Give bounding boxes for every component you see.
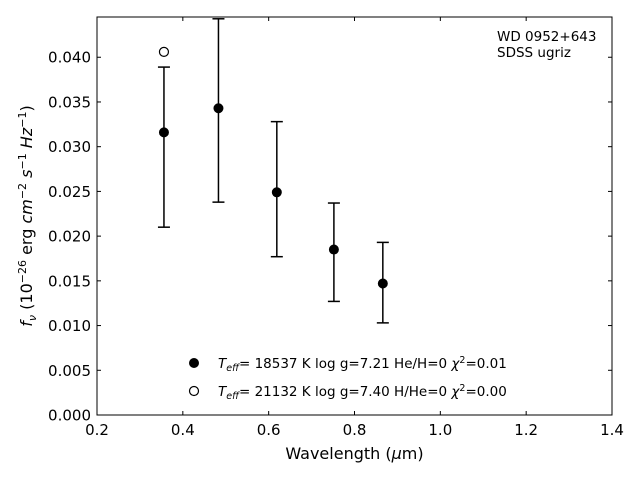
annotation-object-name: WD 0952+643	[497, 29, 596, 45]
data-points	[158, 46, 388, 289]
data-point-observed	[328, 244, 339, 255]
x-tick-label: 1.0	[428, 421, 452, 439]
annotation-survey: SDSS ugriz	[497, 45, 571, 61]
data-point-observed	[271, 187, 282, 198]
y-tick-label: 0.035	[48, 93, 91, 111]
legend-entry-1: Teff= 18537 K log g=7.21 He/H=0 χ2=0.01	[218, 355, 507, 374]
legend-entry-2: Teff= 21132 K log g=7.40 H/He=0 χ2=0.00	[218, 383, 507, 402]
legend-marker-open	[188, 385, 200, 397]
plot-frame	[96, 16, 613, 416]
y-tick-label: 0.020	[48, 228, 91, 246]
y-tick-label: 0.000	[48, 407, 91, 425]
x-tick-label: 0.2	[85, 421, 109, 439]
x-axis-label: Wavelength (μm)	[285, 444, 423, 463]
x-tick-label: 0.8	[343, 421, 367, 439]
x-tick-label: 0.4	[171, 421, 195, 439]
y-tick-label: 0.015	[48, 272, 91, 290]
y-tick-label: 0.005	[48, 362, 91, 380]
y-tick-label: 0.030	[48, 138, 91, 156]
data-point-observed	[377, 278, 388, 289]
x-tick-label: 0.6	[257, 421, 281, 439]
data-point-observed	[213, 103, 224, 114]
data-point-model	[158, 46, 170, 57]
legend: Teff= 18537 K log g=7.21 He/H=0 χ2=0.01 …	[188, 355, 507, 402]
x-tick-label: 1.2	[514, 421, 538, 439]
y-tick-label: 0.040	[48, 49, 91, 67]
y-tick-label: 0.010	[48, 317, 91, 335]
legend-marker-filled	[189, 358, 199, 368]
data-point-observed	[158, 127, 169, 138]
y-axis-label: fν (10−26 erg cm−2 s−1 Hz−1)	[16, 105, 39, 326]
tick-labels: 0.2 0.4 0.6 0.8 1.0 1.2 1.4 0.000 0.005 0.010 0.01…	[48, 49, 624, 439]
y-tick-label: 0.025	[48, 183, 91, 201]
x-tick-label: 1.4	[600, 421, 624, 439]
